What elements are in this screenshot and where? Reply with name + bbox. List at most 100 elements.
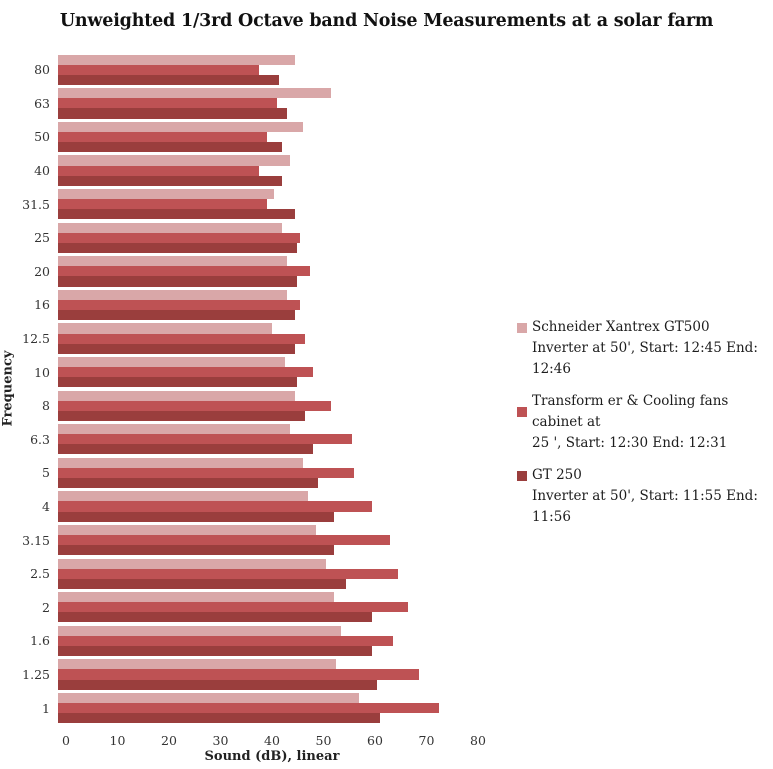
bar-series-3 xyxy=(58,74,280,85)
x-axis-tick-label: 10 xyxy=(109,733,126,748)
bar-group xyxy=(58,120,470,154)
bar-series-2 xyxy=(58,703,440,714)
bar-series-1 xyxy=(58,289,288,300)
y-axis-tick-label: 1.25 xyxy=(22,666,50,682)
x-axis-tick-label: 60 xyxy=(367,733,383,748)
bar-series-2 xyxy=(58,64,259,75)
category-row: 4 xyxy=(0,490,478,524)
bar-series-2 xyxy=(58,467,355,478)
legend-color-swatch xyxy=(517,407,527,417)
category-row: 2 xyxy=(0,591,478,625)
legend-entry: GT 250 Inverter at 50', Start: 11:55 End:… xyxy=(517,465,771,528)
bar-series-1 xyxy=(58,54,295,65)
bar-series-3 xyxy=(58,142,283,153)
bar-series-1 xyxy=(58,88,331,99)
category-row: 40 xyxy=(0,154,478,188)
y-axis-tick-label: 5 xyxy=(42,465,50,481)
bar-series-1 xyxy=(58,424,290,435)
bar-series-1 xyxy=(58,222,283,233)
y-axis-tick-label: 63 xyxy=(34,95,50,111)
bar-series-2 xyxy=(58,199,267,210)
bar-series-1 xyxy=(58,524,316,536)
y-axis-tick-label: 10 xyxy=(34,364,50,380)
bar-series-3 xyxy=(58,310,295,321)
legend-entry: Schneider Xantrex GT500 Inverter at 50', … xyxy=(517,317,771,380)
legend-color-swatch xyxy=(517,322,527,333)
legend-entry-line1: Transform er & Cooling fans cabinet at xyxy=(517,391,771,433)
bar-series-1 xyxy=(58,357,285,368)
category-row: 12.5 xyxy=(0,322,478,356)
bar-group xyxy=(58,658,470,692)
y-axis-tick-label: 2 xyxy=(42,599,50,615)
legend-color-swatch xyxy=(517,470,527,481)
y-axis-tick-label: 12.5 xyxy=(22,331,50,347)
y-axis-tick-label: 31.5 xyxy=(22,196,50,212)
legend: Schneider Xantrex GT500 Inverter at 50', … xyxy=(517,317,771,539)
x-axis-tick-label: 40 xyxy=(264,733,280,748)
bar-series-3 xyxy=(58,511,334,522)
bar-series-1 xyxy=(58,625,342,636)
legend-entry-label-line2: Inverter at 50', Start: 12:45 End: 12:46 xyxy=(532,340,758,377)
category-row: 6.3 xyxy=(0,423,478,457)
y-axis-tick-label: 1.6 xyxy=(30,633,50,649)
bar-group xyxy=(58,187,470,221)
y-axis-tick-label: 16 xyxy=(34,297,50,313)
category-row: 80 xyxy=(0,53,478,87)
y-axis-title: Frequency xyxy=(0,350,16,427)
bar-series-2 xyxy=(58,501,373,512)
legend-entry: Transform er & Cooling fans cabinet at 25… xyxy=(517,391,771,454)
bar-series-3 xyxy=(58,343,295,354)
bar-series-3 xyxy=(58,444,313,455)
legend-entry-label: GT 250 xyxy=(532,467,582,483)
bar-series-1 xyxy=(58,189,275,200)
category-row: 16 xyxy=(0,288,478,322)
bar-series-1 xyxy=(58,692,360,704)
x-axis-tick-label: 20 xyxy=(161,733,177,748)
bar-series-1 xyxy=(58,256,288,267)
bar-series-3 xyxy=(58,377,298,388)
y-axis-tick-label: 25 xyxy=(34,230,50,246)
bar-series-3 xyxy=(58,276,298,287)
bar-series-3 xyxy=(58,477,319,489)
bar-group xyxy=(58,288,470,322)
x-axis-tick-label: 30 xyxy=(212,733,229,748)
y-axis-tick-label: 4 xyxy=(42,499,50,515)
bar-series-1 xyxy=(58,155,290,166)
bar-group xyxy=(58,221,470,255)
bar-series-2 xyxy=(58,434,352,445)
bar-series-3 xyxy=(58,410,306,421)
bar-series-2 xyxy=(58,635,393,646)
bar-series-1 xyxy=(58,558,326,569)
bar-group xyxy=(58,523,470,557)
bar-series-1 xyxy=(58,592,334,603)
bar-series-2 xyxy=(58,299,301,310)
bar-series-1 xyxy=(58,457,303,468)
bar-group xyxy=(58,423,470,457)
bar-series-3 xyxy=(58,612,373,623)
bar-series-3 xyxy=(58,713,380,724)
bar-series-3 xyxy=(58,175,283,186)
bar-series-1 xyxy=(58,323,272,334)
legend-entry-label-line2: Inverter at 50', Start: 11:55 End: 11:56 xyxy=(532,488,758,525)
y-axis-tick-label: 40 xyxy=(34,163,50,179)
bar-group xyxy=(58,490,470,524)
category-row: 25 xyxy=(0,221,478,255)
legend-entry-label: Schneider Xantrex GT500 xyxy=(532,319,710,335)
category-row: 5 xyxy=(0,456,478,490)
plot-area: 80 63 50 40 31.5 25 20 16 12.5 10 8 6.3 5 4 3.15 2.5 2 1.… xyxy=(0,53,478,725)
bar-group xyxy=(58,53,470,87)
y-axis-tick-label: 6.3 xyxy=(30,431,50,447)
bar-series-2 xyxy=(58,367,313,378)
x-axis: 0 10 20 30 40 50 60 70 80 xyxy=(62,733,486,749)
bar-series-1 xyxy=(58,491,308,502)
category-row: 1 xyxy=(0,691,478,725)
category-row: 1.6 xyxy=(0,624,478,658)
category-row: 50 xyxy=(0,120,478,154)
category-row: 20 xyxy=(0,255,478,289)
x-axis-tick-label: 80 xyxy=(470,733,486,748)
bar-series-3 xyxy=(58,679,378,690)
bar-series-3 xyxy=(58,645,373,657)
category-row: 10 xyxy=(0,355,478,389)
bar-group xyxy=(58,389,470,423)
